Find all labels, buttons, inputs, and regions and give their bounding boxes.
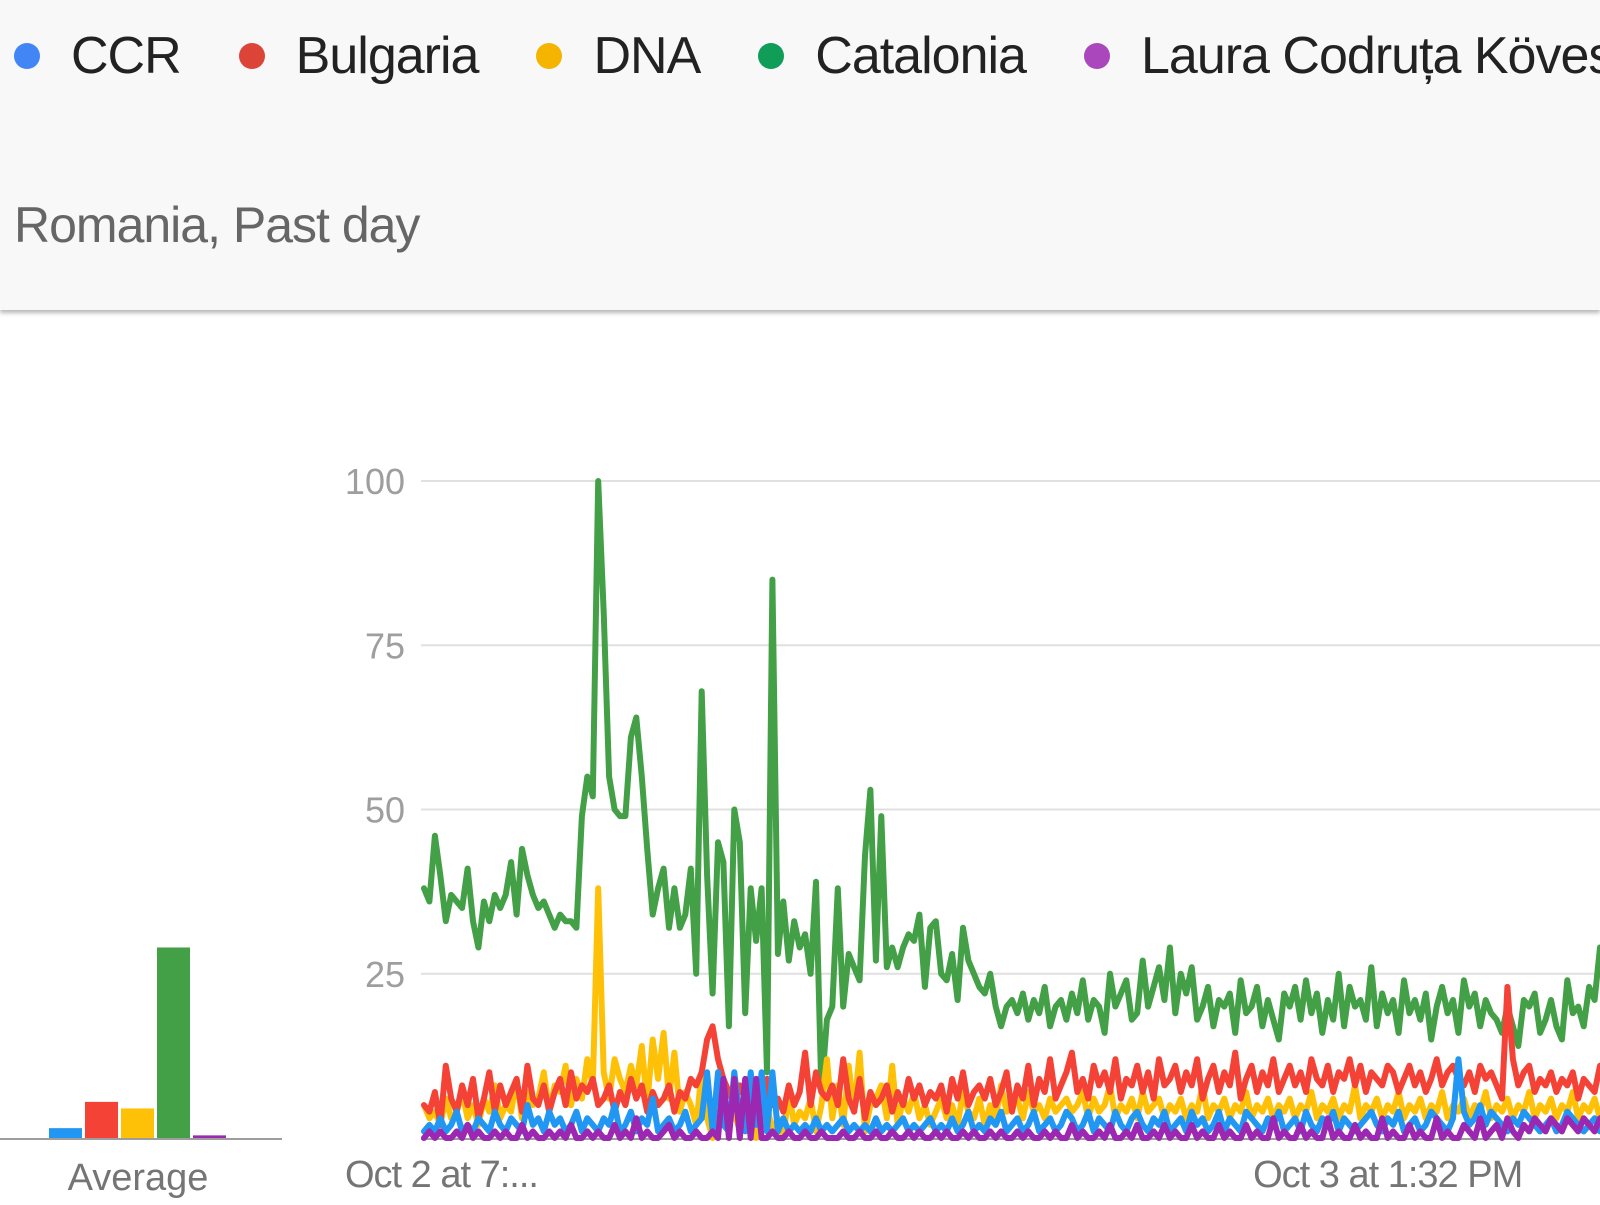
legend-label: CCR <box>71 27 182 85</box>
y-tick-label: 25 <box>365 954 405 995</box>
legend: CCR Bulgaria DNA Catalonia Laura Codruța Köv… <box>14 26 1600 86</box>
line-chart: 25 50 75 100 Oct 2 at 7:... Oct 3 at 1:32 PM <box>345 461 1600 1196</box>
region-period-subtitle: Romania, Past day <box>14 197 420 253</box>
series-line-laura-codruta-kovesi[interactable] <box>421 1075 1600 1141</box>
series-line-bulgaria[interactable] <box>421 983 1600 1128</box>
legend-label: DNA <box>593 27 701 85</box>
legend-item-dna[interactable]: DNA <box>536 26 701 86</box>
average-bar-ccr[interactable] <box>49 1128 82 1138</box>
legend-item-bulgaria[interactable]: Bulgaria <box>238 26 480 86</box>
legend-label: Catalonia <box>815 27 1027 85</box>
x-tick-label: Oct 3 at 1:32 PM <box>1253 1154 1522 1196</box>
series-line-dna[interactable] <box>421 885 1600 1141</box>
x-tick-label: Oct 2 at 7:... <box>345 1154 538 1196</box>
average-chart: Average <box>0 330 290 1200</box>
average-bar-bulgaria[interactable] <box>85 1101 118 1138</box>
y-tick-label: 75 <box>365 625 405 666</box>
y-tick-label: 50 <box>365 790 405 831</box>
average-bar-chart: Average <box>0 947 282 1199</box>
legend-dot-icon <box>14 43 40 69</box>
legend-dot-icon <box>758 43 785 69</box>
legend-label: Laura Codruța Kövesi <box>1140 27 1600 85</box>
legend-dot-icon <box>536 43 563 69</box>
legend-dot-icon <box>1083 43 1110 69</box>
average-bar-laura-codruta-kovesi[interactable] <box>193 1135 226 1138</box>
legend-label: Bulgaria <box>295 27 480 85</box>
average-label: Average <box>68 1157 209 1199</box>
y-tick-label: 100 <box>345 461 405 502</box>
interest-over-time-chart: 25 50 75 100 Oct 2 at 7:... Oct 3 at 1:32 PM <box>320 330 1600 1200</box>
average-bar-catalonia[interactable] <box>157 947 190 1138</box>
legend-item-ccr[interactable]: CCR <box>14 26 182 86</box>
average-bar-dna[interactable] <box>121 1108 154 1138</box>
legend-item-laura-codruta-kovesi[interactable]: Laura Codruța Kövesi <box>1083 26 1600 86</box>
series-line-catalonia[interactable] <box>421 478 1600 1095</box>
legend-item-catalonia[interactable]: Catalonia <box>758 26 1027 86</box>
comparison-header: CCR Bulgaria DNA Catalonia Laura Codruța Köv… <box>0 0 1600 310</box>
legend-dot-icon <box>238 43 265 69</box>
